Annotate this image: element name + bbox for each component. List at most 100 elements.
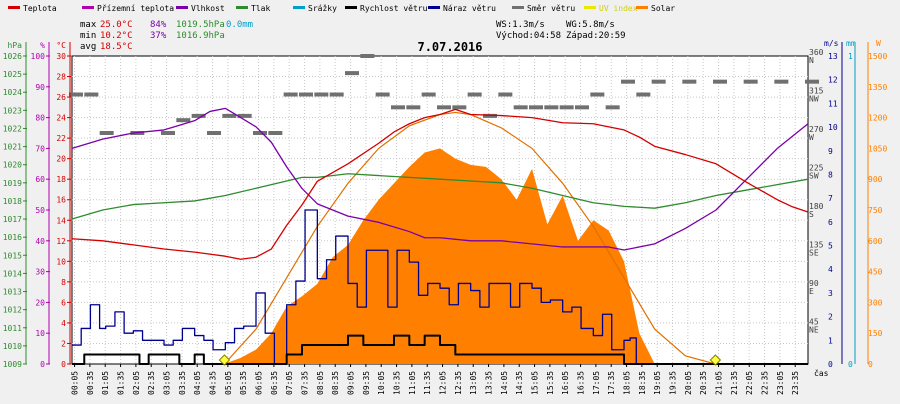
x-tick-label: 05:35: [239, 371, 248, 395]
pressure-tick-label: 1012: [3, 306, 22, 315]
pressure-tick-label: 1011: [3, 324, 22, 333]
x-axis-unit: čas: [814, 368, 829, 378]
humidity-tick-label: 30: [35, 268, 45, 277]
temperature-tick-label: 20: [56, 155, 66, 164]
legend-label: Tlak: [251, 4, 270, 13]
wind-direction-mark: [467, 92, 482, 97]
legend-swatch: [176, 6, 188, 9]
humidity-tick-label: 10: [35, 329, 45, 338]
wind-tick-label: 10: [828, 123, 838, 132]
axis-unit: %: [40, 41, 45, 50]
stats-min-label: min: [80, 31, 96, 41]
stats-avg-temp: 18.5°C: [100, 42, 133, 52]
direction-deg-label: 225: [809, 164, 824, 173]
humidity-line: [71, 107, 809, 251]
stats-wg: WG:5.8m/s: [566, 20, 615, 30]
legend-swatch: [236, 6, 248, 9]
wind-direction-mark: [636, 92, 651, 97]
axis-unit: m/s: [824, 39, 839, 48]
legend-swatch: [636, 6, 648, 9]
x-tick-label: 18:35: [638, 371, 647, 395]
legend-label: UV index: [599, 4, 638, 13]
stats-max-label: max: [80, 20, 97, 30]
wind-tick-label: 13: [828, 52, 838, 61]
x-tick-label: 08:35: [331, 371, 340, 395]
axis-unit: mm: [846, 39, 856, 48]
solar-tick-label: 600: [868, 237, 883, 246]
temperature-tick-label: 18: [56, 175, 66, 184]
pressure-tick-label: 1020: [3, 161, 22, 170]
wind-direction-mark: [452, 105, 467, 110]
pressure-tick-label: 1017: [3, 215, 22, 224]
line-series: [69, 54, 819, 366]
wind-direction-mark: [559, 105, 574, 110]
pressure-tick-label: 1022: [3, 124, 22, 133]
x-tick-label: 22:05: [745, 371, 754, 395]
direction-name-label: W: [809, 133, 814, 142]
x-tick-label: 15:05: [531, 371, 540, 395]
direction-name-label: NE: [809, 326, 819, 335]
legend-swatch: [512, 6, 524, 9]
direction-name-label: E: [809, 287, 814, 296]
x-tick-label: 13:05: [469, 371, 478, 395]
wind-direction-mark: [176, 118, 191, 123]
legend-label: Teplota: [23, 4, 57, 13]
pressure-tick-label: 1018: [3, 197, 22, 206]
stats-min-temp: 10.2°C: [100, 31, 133, 41]
stats-sunset: Západ:20:59: [566, 31, 626, 41]
axis-unit: W: [876, 39, 881, 48]
x-tick-label: 23:35: [791, 371, 800, 395]
x-tick-label: 13:35: [485, 371, 494, 395]
x-tick-label: 07:05: [285, 371, 294, 395]
x-tick-label: 10:05: [377, 371, 386, 395]
temperature-tick-label: 2: [61, 339, 66, 348]
x-tick-label: 06:05: [255, 371, 264, 395]
wind-direction-mark: [682, 79, 697, 84]
wind-direction-mark: [713, 79, 727, 84]
direction-deg-label: 180: [809, 202, 824, 211]
x-tick-label: 17:35: [607, 371, 616, 395]
pressure-tick-label: 1025: [3, 70, 22, 79]
legend-label: Rychlost větru: [360, 4, 428, 13]
wind-direction-mark: [84, 92, 99, 97]
x-tick-label: 08:05: [316, 371, 325, 395]
legend-swatch: [584, 6, 596, 9]
humidity-tick-label: 80: [35, 114, 45, 123]
x-tick-label: 20:05: [684, 371, 693, 395]
temperature-tick-label: 22: [56, 134, 66, 143]
stats-max-temp: 25.0°C: [100, 20, 133, 30]
wind-direction-mark: [222, 113, 237, 118]
stats-block: max 25.0°C 84% 1019.5hPa 0.0mm min 10.2°…: [80, 20, 626, 52]
legend-swatch: [428, 6, 440, 9]
stats-rain: 0.0mm: [226, 20, 253, 30]
x-tick-label: 01:05: [101, 371, 110, 395]
pressure-tick-label: 1013: [3, 288, 22, 297]
wind-direction-mark: [406, 105, 421, 110]
wind-direction-mark: [743, 79, 758, 84]
x-tick-label: 21:05: [715, 371, 724, 395]
x-tick-label: 12:05: [439, 371, 448, 395]
wind-direction-mark: [191, 113, 206, 118]
uv-marker: [709, 354, 722, 366]
wind-direction-mark: [283, 92, 298, 97]
x-tick-label: 19:35: [669, 371, 678, 395]
humidity-tick-label: 90: [35, 83, 45, 92]
wind-direction-mark: [268, 131, 283, 135]
solar-tick-label: 750: [868, 206, 883, 215]
x-tick-label: 07:35: [301, 371, 310, 395]
legend-label: Vlhkost: [191, 4, 225, 13]
humidity-tick-label: 0: [40, 360, 45, 369]
axis-unit: hPa: [8, 41, 23, 50]
solar-area: [72, 148, 808, 364]
temperature-tick-label: 6: [61, 298, 66, 307]
pressure-tick-label: 1021: [3, 143, 22, 152]
solar-tick-label: 900: [868, 175, 883, 184]
x-tick-label: 19:05: [653, 371, 662, 395]
wind-direction-mark: [805, 79, 819, 84]
rain-tick-label: 1: [848, 52, 853, 61]
x-tick-label: 03:05: [163, 371, 172, 395]
temperature-tick-label: 0: [61, 360, 66, 369]
wind-direction-mark: [498, 92, 513, 97]
wind-direction-mark: [544, 105, 559, 110]
